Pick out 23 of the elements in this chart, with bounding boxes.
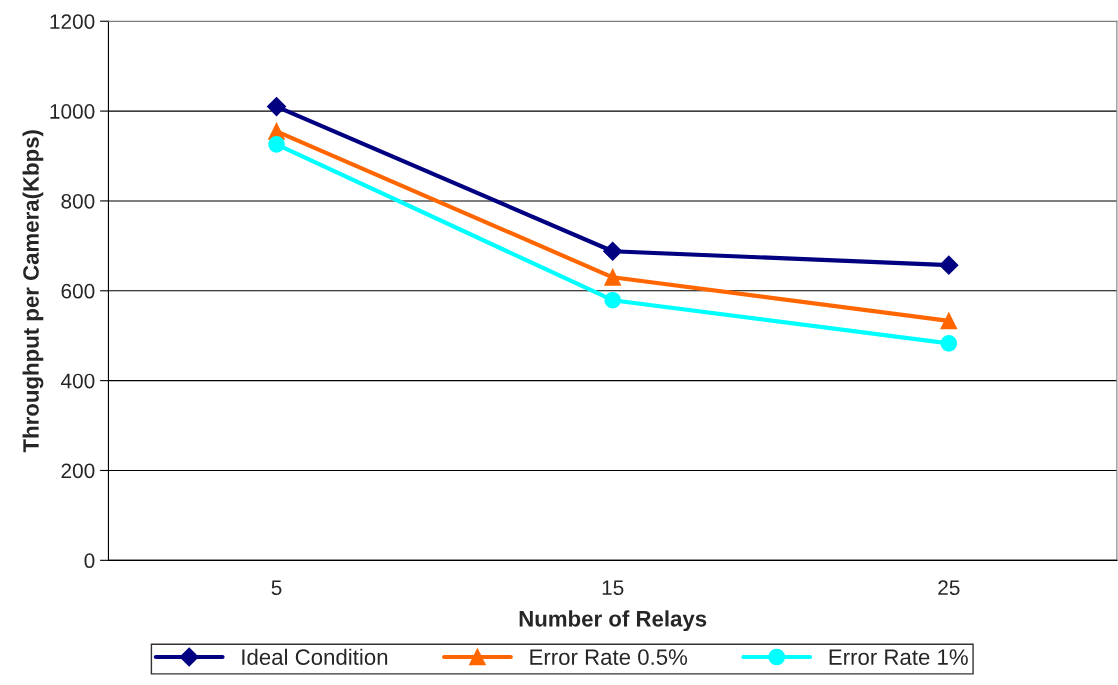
point xyxy=(939,255,959,275)
legend-label: Error Rate 1% xyxy=(829,649,968,665)
point xyxy=(266,97,287,117)
point xyxy=(603,241,623,261)
y-tick-label: 1200 xyxy=(50,14,95,29)
legend-label: Error Rate 0.5% xyxy=(530,649,688,665)
x-tick-label: 5 xyxy=(271,580,282,596)
point xyxy=(940,312,958,330)
x-axis-title: Number of Relays xyxy=(519,610,707,632)
legend-label: Ideal Condition xyxy=(242,648,388,665)
y-tick-label: 600 xyxy=(61,283,95,299)
y-tick-label: 800 xyxy=(61,193,95,209)
x-tick-label: 15 xyxy=(602,580,624,596)
y-tick-label: 0 xyxy=(84,553,95,569)
y-tick-label: 200 xyxy=(61,463,95,479)
point xyxy=(604,291,621,309)
x-tick-label: 25 xyxy=(938,580,960,596)
point xyxy=(604,268,621,286)
y-tick-label: 1000 xyxy=(50,104,95,119)
y-axis-title: Throughput per Camera(Kbps) xyxy=(22,130,44,453)
point xyxy=(940,335,958,352)
point xyxy=(268,135,285,153)
y-tick-label: 400 xyxy=(60,373,95,389)
